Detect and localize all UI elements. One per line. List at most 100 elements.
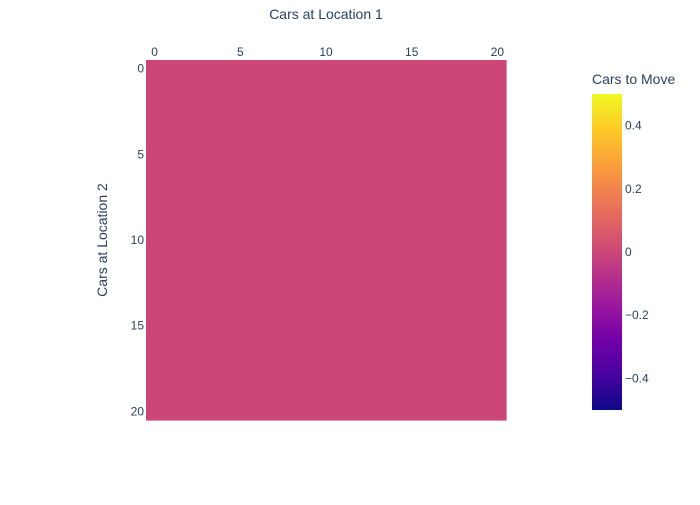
- heatmap-cell: [180, 197, 199, 215]
- heatmap-cell: [283, 197, 301, 215]
- heatmap-cell: [300, 180, 319, 198]
- heatmap-cell: [163, 265, 181, 284]
- heatmap-cell: [283, 385, 301, 404]
- heatmap-cell: [283, 402, 301, 421]
- heatmap-cell: [214, 162, 233, 181]
- heatmap-cell: [488, 265, 507, 284]
- heatmap-cell: [180, 334, 199, 353]
- heatmap-cell: [248, 265, 267, 284]
- heatmap-cell: [437, 402, 456, 421]
- heatmap-cell: [420, 265, 439, 284]
- heatmap-cell: [300, 248, 319, 267]
- heatmap-cell: [488, 368, 507, 387]
- heatmap-cell: [334, 231, 353, 250]
- heatmap-cell: [386, 300, 404, 318]
- heatmap-cell: [334, 300, 353, 318]
- heatmap-cell: [488, 402, 507, 421]
- heatmap-cell: [488, 300, 507, 318]
- heatmap-cell: [351, 180, 370, 198]
- heatmap-cell: [146, 265, 164, 284]
- heatmap-cell: [403, 385, 421, 404]
- heatmap-cell: [437, 94, 456, 113]
- heatmap-cell: [266, 351, 284, 370]
- heatmap-cell: [334, 282, 353, 301]
- y-tick-label: 20: [131, 404, 145, 418]
- heatmap-cell: [146, 385, 164, 404]
- heatmap-cell: [471, 197, 490, 215]
- heatmap-cell: [454, 60, 473, 78]
- colorbar-tick-label: −0.2: [625, 308, 649, 322]
- heatmap-cell: [266, 300, 284, 318]
- heatmap-cell: [180, 300, 199, 318]
- heatmap-cell: [403, 265, 421, 284]
- heatmap-cell: [454, 162, 473, 181]
- heatmap-cell: [180, 402, 199, 421]
- colorbar: [592, 94, 622, 410]
- heatmap-cell: [197, 351, 216, 370]
- heatmap-cell: [403, 214, 421, 233]
- heatmap-cell: [231, 180, 250, 198]
- heatmap-cell: [197, 197, 216, 215]
- heatmap-cell: [368, 111, 387, 130]
- heatmap-cell: [180, 265, 199, 284]
- heatmap-cell: [146, 351, 164, 370]
- heatmap-cell: [420, 197, 439, 215]
- heatmap-cell: [368, 162, 387, 181]
- heatmap-cell: [283, 300, 301, 318]
- heatmap-cell: [300, 300, 319, 318]
- heatmap-cell: [386, 368, 404, 387]
- y-axis-title: Cars at Location 2: [94, 183, 110, 297]
- heatmap-cell: [231, 402, 250, 421]
- heatmap-cell: [351, 214, 370, 233]
- colorbar-title: Cars to Move: [592, 71, 675, 87]
- heatmap-cell: [214, 402, 233, 421]
- heatmap-cell: [471, 282, 490, 301]
- heatmap-cell: [197, 60, 216, 78]
- heatmap-cell: [231, 145, 250, 164]
- heatmap-cell: [231, 77, 250, 95]
- heatmap-cell: [317, 94, 336, 113]
- heatmap-cell: [163, 368, 181, 387]
- heatmap-cell: [266, 128, 284, 147]
- heatmap-cell: [368, 385, 387, 404]
- heatmap-cell: [454, 317, 473, 335]
- heatmap-cell: [488, 385, 507, 404]
- heatmap-cell: [368, 145, 387, 164]
- heatmap-cell: [437, 197, 456, 215]
- heatmap-cell: [488, 248, 507, 267]
- heatmap-cell: [180, 94, 199, 113]
- heatmap-cell: [180, 145, 199, 164]
- heatmap-cell: [231, 265, 250, 284]
- heatmap-cell: [488, 282, 507, 301]
- heatmap-cell: [386, 111, 404, 130]
- heatmap-cell: [437, 351, 456, 370]
- heatmap-cell: [180, 180, 199, 198]
- heatmap-cell: [283, 368, 301, 387]
- heatmap-cell: [420, 317, 439, 335]
- heatmap-cell: [317, 128, 336, 147]
- heatmap-cell: [197, 368, 216, 387]
- x-tick-label: 15: [405, 45, 419, 59]
- heatmap-cell: [351, 77, 370, 95]
- heatmap-cell: [248, 300, 267, 318]
- heatmap-cell: [437, 60, 456, 78]
- heatmap-cell: [317, 214, 336, 233]
- heatmap-cell: [454, 111, 473, 130]
- heatmap-cell: [471, 128, 490, 147]
- heatmap-cell: [386, 248, 404, 267]
- heatmap-cell: [180, 351, 199, 370]
- heatmap-cell: [334, 111, 353, 130]
- heatmap-cell: [386, 282, 404, 301]
- heatmap-cell: [471, 385, 490, 404]
- heatmap-cell: [266, 60, 284, 78]
- heatmap-cell: [197, 231, 216, 250]
- heatmap-cell: [368, 128, 387, 147]
- heatmap-cell: [163, 180, 181, 198]
- heatmap-cell: [403, 248, 421, 267]
- heatmap-cell: [248, 145, 267, 164]
- heatmap-cell: [317, 368, 336, 387]
- heatmap-cell: [283, 180, 301, 198]
- heatmap-cell: [248, 282, 267, 301]
